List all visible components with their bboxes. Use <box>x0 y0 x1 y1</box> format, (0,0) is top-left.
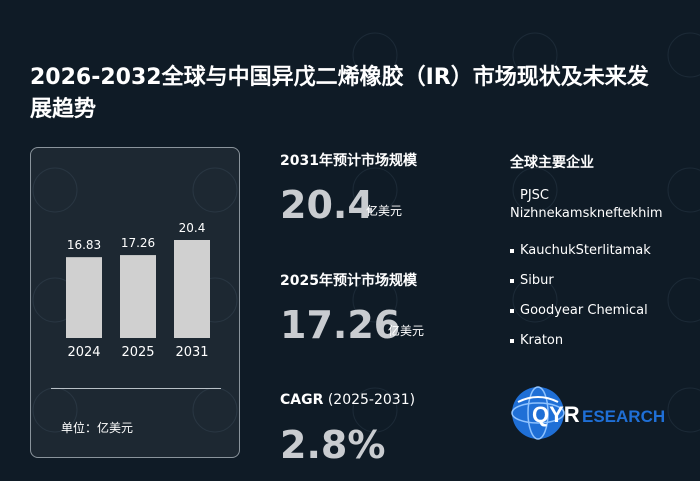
bar-chart: 16.83 2024 17.26 2025 20.4 2031 <box>66 221 210 360</box>
bar-2024 <box>66 257 102 338</box>
forecast-2025-label: 2025年预计市场规模 <box>280 273 417 289</box>
company-item: KauchukSterlitamak <box>510 242 651 260</box>
cagr-period: (2025-2031) <box>327 392 416 408</box>
chart-unit-label: 单位：亿美元 <box>61 421 134 435</box>
bar-category-label: 2025 <box>121 345 154 360</box>
logo-text-rest: ESEARCH <box>582 407 665 426</box>
forecast-2031-unit: 亿美元 <box>366 204 403 218</box>
cagr-label-row: CAGR (2025-2031) <box>280 392 415 408</box>
bar-2031 <box>174 240 210 338</box>
forecast-2025-unit: 亿美元 <box>388 324 425 338</box>
bar-category-label: 2031 <box>175 345 208 360</box>
bullet-icon <box>510 308 514 313</box>
logo-text-q: QYR <box>532 402 580 427</box>
bar-value-label: 16.83 <box>67 238 101 252</box>
page-title: 2026-2032全球与中国异戊二烯橡胶（IR）市场现状及未来发展趋势 <box>30 65 649 122</box>
bullet-icon <box>510 338 514 343</box>
company-item: Kraton <box>510 332 563 350</box>
globe-icon <box>511 386 565 440</box>
bullet-icon <box>510 248 514 253</box>
bar-category-label: 2024 <box>67 345 100 360</box>
forecast-2031-value: 20.4 <box>280 183 374 227</box>
bullet-icon <box>510 278 514 283</box>
chart-card: 16.83 2024 17.26 2025 20.4 2031 单位：亿美元 <box>30 147 240 458</box>
forecast-2031-label: 2031年预计市场规模 <box>280 153 417 169</box>
cagr-label: CAGR <box>280 392 324 408</box>
bar-2025 <box>120 255 156 338</box>
cagr-value: 2.8% <box>280 423 386 467</box>
company-item: PJSC Nizhnekamskneftekhim <box>510 188 663 221</box>
company-item: Sibur <box>510 272 554 290</box>
qyresearch-logo: QYR ESEARCH <box>511 386 665 440</box>
company-item: Goodyear Chemical <box>510 302 648 320</box>
chart-divider <box>51 388 221 389</box>
forecast-2025-value: 17.26 <box>280 303 401 347</box>
bar-value-label: 17.26 <box>121 236 155 250</box>
companies-title: 全球主要企业 <box>510 155 594 171</box>
bar-value-label: 20.4 <box>179 221 206 235</box>
